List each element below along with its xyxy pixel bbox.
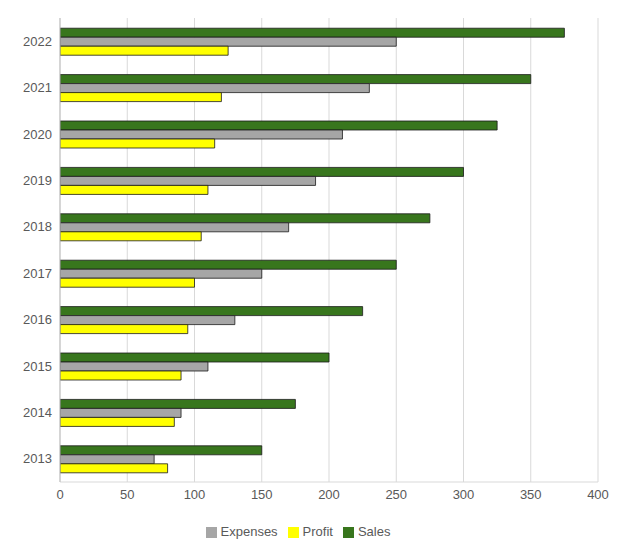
svg-text:50: 50 — [120, 487, 134, 502]
html-text:Sales: Sales — [358, 524, 391, 539]
svg-text:2020: 2020 — [23, 127, 52, 142]
svg-text:2018: 2018 — [23, 219, 52, 234]
svg-text:250: 250 — [385, 487, 407, 502]
html-text:Expenses: Expenses — [220, 524, 278, 539]
svg-text:200: 200 — [318, 487, 340, 502]
svg-text:400: 400 — [587, 487, 609, 502]
svg-text:350: 350 — [520, 487, 542, 502]
svg-text:0: 0 — [56, 487, 63, 502]
svg-text:2022: 2022 — [23, 34, 52, 49]
svg-text:2015: 2015 — [23, 359, 52, 374]
svg-text:2016: 2016 — [23, 312, 52, 327]
svg-text:2019: 2019 — [23, 173, 52, 188]
svg-text:150: 150 — [251, 487, 273, 502]
svg-text:2017: 2017 — [23, 266, 52, 281]
svg-text:2014: 2014 — [23, 405, 52, 420]
svg-text:2021: 2021 — [23, 80, 52, 95]
svg-text:300: 300 — [453, 487, 475, 502]
svg-text:2013: 2013 — [23, 451, 52, 466]
svg-text:100: 100 — [184, 487, 206, 502]
html-text:Profit: Profit — [302, 524, 333, 539]
